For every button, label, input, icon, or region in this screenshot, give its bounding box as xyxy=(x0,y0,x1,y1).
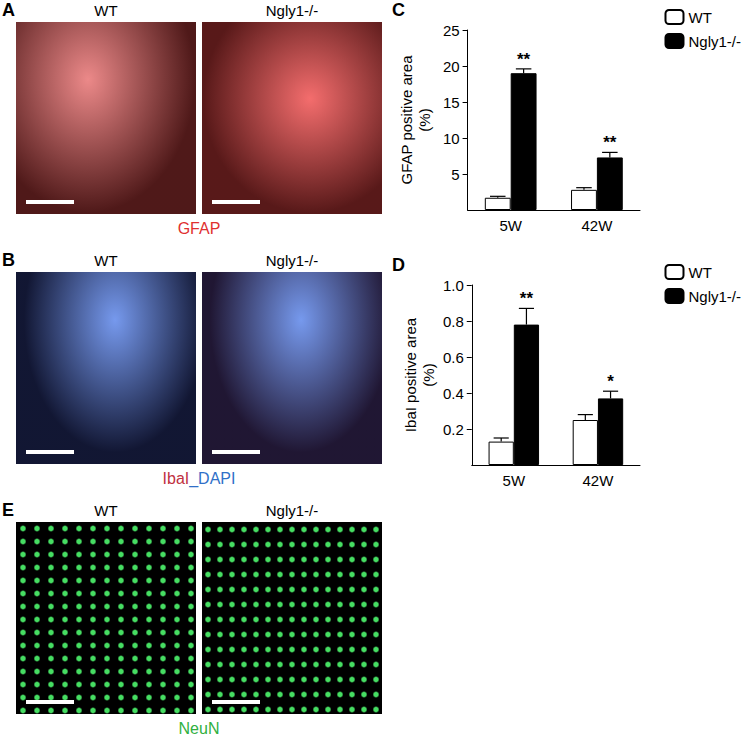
svg-text:*: * xyxy=(607,372,614,391)
svg-text:5W: 5W xyxy=(503,472,526,489)
svg-text:0.4: 0.4 xyxy=(443,385,464,402)
html-text:Ngly1-/-: Ngly1-/- xyxy=(265,2,319,19)
html-text:GFAP: GFAP xyxy=(177,220,221,237)
svg-text:25: 25 xyxy=(443,22,460,39)
html-text:D: D xyxy=(392,255,405,275)
svg-text:20: 20 xyxy=(443,58,460,75)
svg-text:5: 5 xyxy=(451,166,459,183)
svg-text:(%): (%) xyxy=(420,363,437,386)
svg-text:10: 10 xyxy=(443,130,460,147)
html-text:C: C xyxy=(392,0,405,20)
html-text:Ngly1-/-: Ngly1-/- xyxy=(265,252,319,269)
html-text:Ngly1-/-: Ngly1-/- xyxy=(265,502,319,519)
svg-text:WT: WT xyxy=(688,9,711,26)
svg-text:IbaI positive area: IbaI positive area xyxy=(402,317,419,432)
html-text:WT: WT xyxy=(94,252,118,269)
svg-text:5W: 5W xyxy=(499,217,522,234)
svg-text:GFAP positive area: GFAP positive area xyxy=(398,55,415,185)
svg-text:0.8: 0.8 xyxy=(443,313,464,330)
svg-text:**: ** xyxy=(517,50,531,69)
html-text:WT: WT xyxy=(94,2,118,19)
svg-text:Ngly1-/-: Ngly1-/- xyxy=(688,33,741,50)
svg-text:0.6: 0.6 xyxy=(443,349,464,366)
svg-text:**: ** xyxy=(520,289,534,308)
svg-text:**: ** xyxy=(603,133,617,152)
html-text:WT: WT xyxy=(94,502,118,519)
html-text:A: A xyxy=(2,0,15,20)
html-text:B: B xyxy=(2,250,15,270)
svg-text:42W: 42W xyxy=(583,472,615,489)
svg-text:(%): (%) xyxy=(416,108,433,131)
svg-text:42W: 42W xyxy=(581,217,613,234)
svg-text:0.2: 0.2 xyxy=(443,421,464,438)
svg-text:WT: WT xyxy=(688,264,711,281)
svg-text:15: 15 xyxy=(443,94,460,111)
svg-text:Ngly1-/-: Ngly1-/- xyxy=(688,288,741,305)
html-text:E: E xyxy=(2,500,14,520)
html-text:IbaI _DAPI: IbaI _DAPI xyxy=(162,470,236,487)
html-text:NeuN: NeuN xyxy=(178,720,220,737)
svg-text:1.0: 1.0 xyxy=(443,277,464,294)
